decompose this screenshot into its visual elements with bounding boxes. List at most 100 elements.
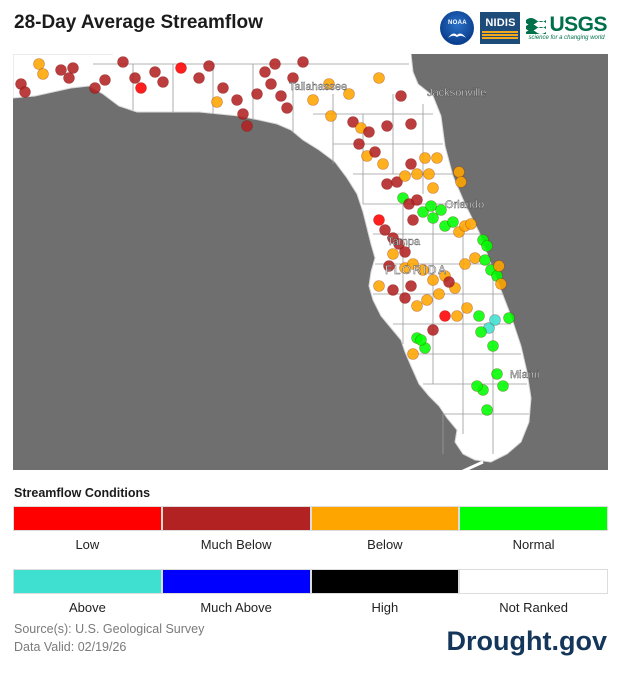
gauge-marker[interactable] <box>405 280 417 292</box>
gauge-marker[interactable] <box>417 264 429 276</box>
gauge-marker[interactable] <box>421 294 433 306</box>
gauge-marker[interactable] <box>461 302 473 314</box>
gauge-marker[interactable] <box>489 314 501 326</box>
gauge-marker[interactable] <box>481 240 493 252</box>
gauge-marker[interactable] <box>503 312 515 324</box>
gauge-marker[interactable] <box>193 72 205 84</box>
gauge-marker[interactable] <box>63 72 75 84</box>
gauge-marker[interactable] <box>405 158 417 170</box>
gauge-marker[interactable] <box>425 200 437 212</box>
gauge-marker[interactable] <box>427 212 439 224</box>
gauge-marker[interactable] <box>415 334 427 346</box>
gauge-marker[interactable] <box>67 62 79 74</box>
gauge-marker[interactable] <box>479 254 491 266</box>
gauge-marker[interactable] <box>399 292 411 304</box>
gauge-marker[interactable] <box>453 166 465 178</box>
gauge-marker[interactable] <box>55 64 67 76</box>
gauge-marker[interactable] <box>117 56 129 68</box>
gauge-marker[interactable] <box>297 56 309 68</box>
gauge-marker[interactable] <box>265 78 277 90</box>
gauge-marker[interactable] <box>423 168 435 180</box>
gauge-marker[interactable] <box>89 82 101 94</box>
gauge-marker[interactable] <box>405 118 417 130</box>
gauge-marker[interactable] <box>407 258 419 270</box>
gauge-marker[interactable] <box>373 280 385 292</box>
gauge-marker[interactable] <box>407 214 419 226</box>
gauge-marker[interactable] <box>383 260 395 272</box>
gauge-marker[interactable] <box>369 146 381 158</box>
gauge-marker[interactable] <box>373 72 385 84</box>
gauge-marker[interactable] <box>381 178 393 190</box>
gauge-marker[interactable] <box>471 380 483 392</box>
gauge-marker[interactable] <box>427 182 439 194</box>
gauge-marker[interactable] <box>427 324 439 336</box>
gauge-marker[interactable] <box>465 218 477 230</box>
gauge-marker[interactable] <box>381 120 393 132</box>
gauge-marker[interactable] <box>157 76 169 88</box>
gauge-marker[interactable] <box>99 74 111 86</box>
gauge-marker[interactable] <box>451 310 463 322</box>
gauge-marker[interactable] <box>427 274 439 286</box>
gauge-marker[interactable] <box>439 310 451 322</box>
gauge-marker[interactable] <box>275 90 287 102</box>
gauge-marker[interactable] <box>433 288 445 300</box>
gauge-marker[interactable] <box>495 278 507 290</box>
gauge-marker[interactable] <box>373 214 385 226</box>
gauge-marker[interactable] <box>417 206 429 218</box>
gauge-marker[interactable] <box>481 404 493 416</box>
gauge-marker[interactable] <box>149 66 161 78</box>
gauge-marker[interactable] <box>363 126 375 138</box>
gauge-marker[interactable] <box>203 60 215 72</box>
gauge-marker[interactable] <box>231 94 243 106</box>
gauge-marker[interactable] <box>411 300 423 312</box>
gauge-marker[interactable] <box>281 102 293 114</box>
gauge-marker[interactable] <box>407 348 419 360</box>
gauge-marker[interactable] <box>343 88 355 100</box>
gauge-marker[interactable] <box>391 176 403 188</box>
gauge-marker[interactable] <box>493 260 505 272</box>
gauge-marker[interactable] <box>475 326 487 338</box>
gauge-marker[interactable] <box>377 158 389 170</box>
gauge-marker[interactable] <box>393 238 405 250</box>
gauge-marker[interactable] <box>353 138 365 150</box>
gauge-marker[interactable] <box>411 168 423 180</box>
gauge-marker[interactable] <box>435 204 447 216</box>
gauge-marker[interactable] <box>37 68 49 80</box>
streamflow-map[interactable]: Tallahassee Jacksonville Orlando Tampa M… <box>13 54 608 470</box>
gauge-marker[interactable] <box>379 224 391 236</box>
gauge-marker[interactable] <box>135 82 147 94</box>
gauge-marker[interactable] <box>455 176 467 188</box>
gauge-marker[interactable] <box>469 252 481 264</box>
gauge-marker[interactable] <box>487 340 499 352</box>
gauge-marker[interactable] <box>323 78 335 90</box>
gauge-marker[interactable] <box>241 120 253 132</box>
gauge-marker[interactable] <box>269 58 281 70</box>
gauge-marker[interactable] <box>431 152 443 164</box>
gauge-marker[interactable] <box>459 258 471 270</box>
gauge-marker[interactable] <box>395 90 407 102</box>
gauge-marker[interactable] <box>251 88 263 100</box>
gauge-marker[interactable] <box>387 284 399 296</box>
gauge-marker[interactable] <box>387 248 399 260</box>
gauge-marker[interactable] <box>447 216 459 228</box>
gauge-marker[interactable] <box>129 72 141 84</box>
gauge-marker[interactable] <box>217 82 229 94</box>
gauge-marker[interactable] <box>175 62 187 74</box>
gauge-marker[interactable] <box>473 310 485 322</box>
gauge-marker[interactable] <box>491 368 503 380</box>
gauge-marker[interactable] <box>497 380 509 392</box>
gauge-marker[interactable] <box>411 194 423 206</box>
gauge-marker[interactable] <box>325 110 337 122</box>
gauge-marker[interactable] <box>287 72 299 84</box>
gauge-marker[interactable] <box>19 86 31 98</box>
gauge-marker[interactable] <box>33 58 45 70</box>
drought-gov-brand[interactable]: Drought.gov <box>446 626 607 656</box>
gauge-marker[interactable] <box>259 66 271 78</box>
gauge-marker[interactable] <box>399 170 411 182</box>
gauge-marker[interactable] <box>419 152 431 164</box>
gauge-marker[interactable] <box>399 246 411 258</box>
gauge-marker[interactable] <box>307 94 319 106</box>
gauge-marker[interactable] <box>237 108 249 120</box>
gauge-marker[interactable] <box>211 96 223 108</box>
gauge-marker[interactable] <box>443 276 455 288</box>
